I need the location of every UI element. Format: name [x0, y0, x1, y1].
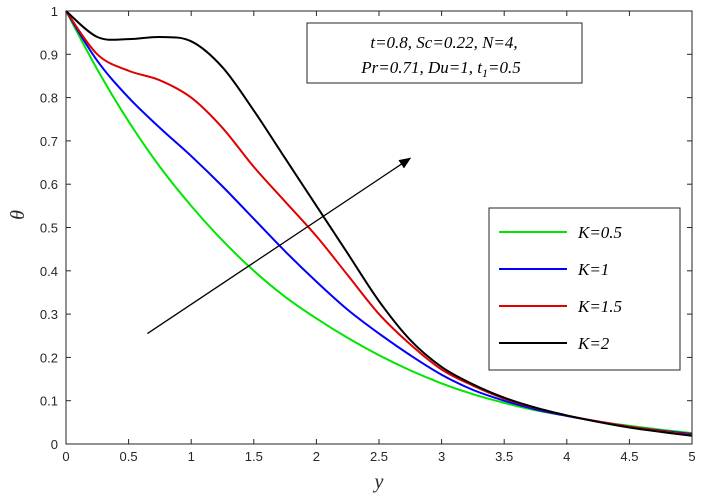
parameter-annotation: t=0.8, Sc=0.22, N=4, Pr=0.71, Du=1, t1=0…	[306, 22, 583, 84]
y-tick-label: 0.2	[40, 350, 58, 365]
x-tick-label: 5	[688, 449, 695, 464]
y-axis: 0 0.1 0.2 0.3 0.4 0.5 0.6 0.7 0.8 0.9 1	[40, 4, 692, 452]
annotation-box	[306, 22, 583, 84]
y-tick-label: 0.8	[40, 91, 58, 106]
x-tick-label: 3	[438, 449, 445, 464]
y-axis-label: θ	[7, 210, 29, 220]
annotation-line-2-main: Pr=0.71, Du=1, t	[360, 58, 483, 77]
y-tick-label: 0.7	[40, 134, 58, 149]
x-tick-label: 1.5	[245, 449, 263, 464]
y-tick-label: 0.3	[40, 307, 58, 322]
legend-label-2: K=1.5	[577, 297, 622, 316]
legend-items: K=0.5 K=1 K=1.5 K=2	[499, 223, 622, 353]
x-tick-label: 0.5	[120, 449, 138, 464]
x-tick-label: 4.5	[620, 449, 638, 464]
y-tick-label: 0.1	[40, 394, 58, 409]
series-layer	[65, 10, 693, 437]
annotation-line-2-tail: =0.5	[488, 58, 521, 77]
annotation-line-2-sub: 1	[482, 66, 488, 80]
x-axis-label: y	[373, 471, 384, 493]
y-tick-label: 0.9	[40, 47, 58, 62]
x-tick-label: 2	[313, 449, 320, 464]
y-tick-label: 0.6	[40, 177, 58, 192]
annotation-line-2: Pr=0.71, Du=1, t1=0.5	[360, 58, 520, 80]
x-tick-label: 1	[188, 449, 195, 464]
y-tick-label: 0	[51, 437, 58, 452]
x-axis: 0 0.5 1 1.5 2 2.5 3 3.5 4 4.5 5	[62, 11, 696, 464]
y-tick-label: 0.4	[40, 264, 58, 279]
legend: K=0.5 K=1 K=1.5 K=2	[488, 207, 681, 371]
x-tick-label: 3.5	[495, 449, 513, 464]
annotation-line-1: t=0.8, Sc=0.22, N=4,	[370, 33, 517, 52]
legend-label-1: K=1	[577, 260, 609, 279]
series-line-3	[65, 10, 693, 437]
y-tick-label: 0.5	[40, 221, 58, 236]
y-tick-label: 1	[51, 4, 58, 19]
legend-label-0: K=0.5	[577, 223, 622, 242]
arrow-layer	[147, 157, 412, 335]
x-tick-label: 2.5	[370, 449, 388, 464]
trend-arrow	[147, 157, 412, 335]
x-tick-label: 0	[62, 449, 69, 464]
x-tick-label: 4	[563, 449, 570, 464]
legend-label-3: K=2	[577, 334, 610, 353]
